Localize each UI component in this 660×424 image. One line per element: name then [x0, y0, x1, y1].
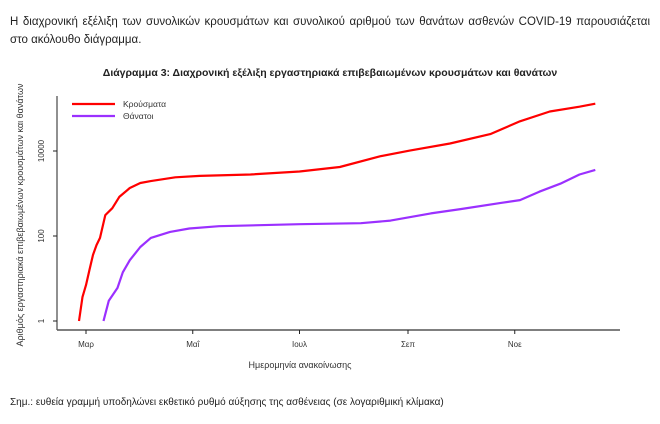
series-line-deaths	[102, 168, 596, 322]
x-axis-label: Ημερομηνία ανακοίνωσης	[249, 360, 353, 370]
legend: Κρούσματα Θάνατοι	[72, 99, 166, 121]
x-tick-label: Μαΐ	[186, 340, 200, 349]
footnote: Σημ.: ευθεία γραμμή υποδηλώνει εκθετικό …	[10, 397, 444, 408]
chart-title: Διάγραμμα 3: Διαχρονική εξέλιξη εργαστηρ…	[102, 67, 558, 79]
y-axis-label: Αριθμός εργαστηριακά επιβεβαιωμένων κρου…	[15, 83, 25, 346]
legend-label: Θάνατοι	[123, 111, 154, 121]
y-tick-label: 100	[37, 229, 46, 243]
y-tick-label: 10000	[37, 139, 46, 162]
intro-paragraph: Η διαχρονική εξέλιξη των συνολικών κρουσ…	[10, 16, 650, 46]
x-tick-label: Ιουλ	[292, 340, 307, 349]
y-tick-label: 1	[37, 318, 46, 323]
x-tick-label: Νοε	[508, 340, 522, 349]
x-tick-label: Μαρ	[78, 340, 94, 349]
legend-label: Κρούσματα	[123, 99, 166, 109]
series-line-cases	[77, 102, 596, 322]
x-tick-label: Σεπ	[401, 340, 416, 349]
